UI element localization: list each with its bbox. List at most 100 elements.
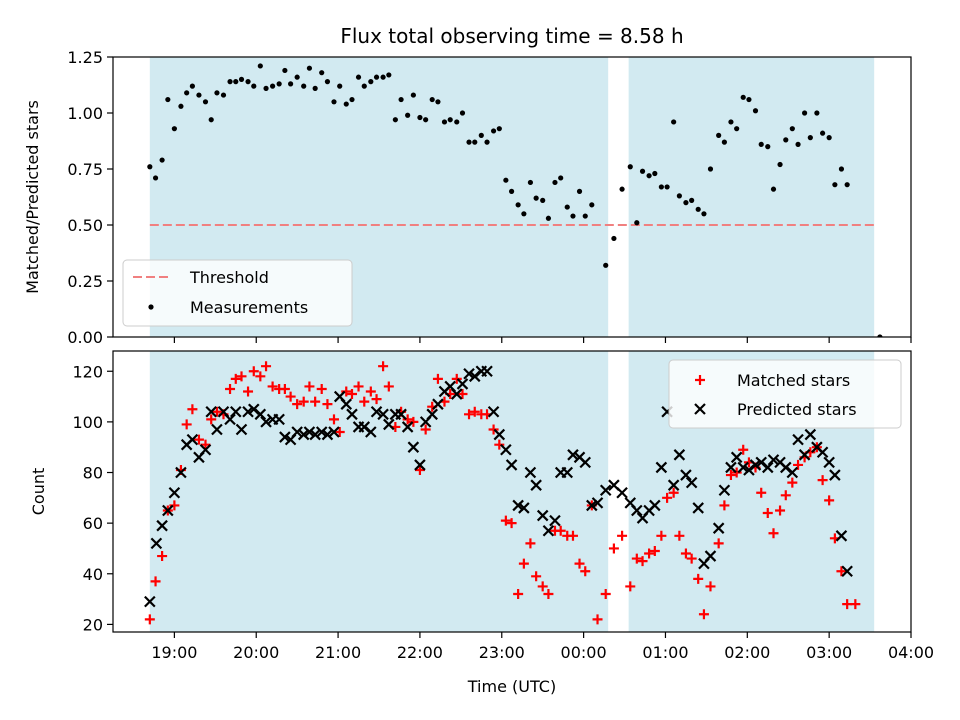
matched-star-point bbox=[451, 373, 462, 384]
matched-star-point bbox=[500, 515, 511, 526]
matched-star-point bbox=[206, 414, 217, 425]
predicted-star-point bbox=[162, 504, 174, 517]
matched-star-point bbox=[680, 548, 691, 559]
matched-star-point bbox=[292, 399, 303, 410]
predicted-star-point bbox=[229, 405, 242, 418]
shaded-interval bbox=[149, 351, 609, 632]
predicted-star-point bbox=[260, 416, 272, 428]
measurement-point bbox=[634, 220, 640, 226]
predicted-star-point bbox=[767, 454, 780, 466]
measurement-point bbox=[783, 137, 789, 143]
matched-star-point bbox=[698, 609, 709, 620]
predicted-star-point bbox=[786, 466, 799, 479]
predicted-star-point bbox=[315, 426, 328, 438]
measurement-point bbox=[435, 99, 441, 105]
matched-star-point bbox=[225, 383, 236, 394]
matched-star-point bbox=[248, 366, 259, 377]
measurement-point bbox=[233, 79, 239, 85]
measurement-point bbox=[627, 164, 633, 170]
matched-star-point bbox=[719, 500, 730, 511]
measurement-point bbox=[288, 81, 294, 87]
measurement-point bbox=[178, 103, 184, 109]
measurement-point bbox=[603, 262, 609, 268]
matched-star-point bbox=[713, 538, 724, 549]
predicted-star-point bbox=[649, 499, 661, 512]
x-tick-label: 21:00 bbox=[315, 643, 361, 662]
measurement-point bbox=[807, 135, 813, 141]
predicted-star-point bbox=[567, 449, 579, 461]
measurement-point bbox=[770, 186, 777, 192]
x-axis-label: Time (UTC) bbox=[467, 677, 556, 696]
measurement-point bbox=[319, 70, 325, 76]
matched-star-point bbox=[298, 396, 309, 407]
predicted-star-point bbox=[631, 504, 643, 517]
predicted-star-point bbox=[718, 484, 731, 497]
predicted-star-point bbox=[542, 524, 555, 537]
matched-star-point bbox=[328, 414, 339, 425]
predicted-star-point bbox=[273, 413, 285, 426]
measurement-point bbox=[386, 72, 392, 78]
predicted-star-point bbox=[829, 469, 841, 481]
measurement-point bbox=[508, 188, 515, 194]
predicted-star-point bbox=[561, 466, 574, 479]
predicted-star-point bbox=[599, 484, 612, 497]
predicted-star-point bbox=[150, 537, 163, 550]
x-tick-label: 23:00 bbox=[479, 643, 525, 662]
measurement-point bbox=[294, 74, 300, 80]
matched-star-point bbox=[346, 389, 357, 400]
measurement-point bbox=[312, 85, 318, 91]
matched-star-point bbox=[230, 373, 241, 384]
y-tick-label: 0.75 bbox=[67, 160, 103, 179]
measurement-point bbox=[820, 130, 826, 136]
matched-star-point bbox=[608, 543, 619, 554]
measurement-point bbox=[214, 90, 220, 96]
legend: Threshold Measurements bbox=[122, 259, 353, 327]
legend-measurement-swatch bbox=[148, 304, 154, 310]
matched-star-point bbox=[365, 386, 376, 397]
measurement-point bbox=[484, 139, 490, 145]
predicted-star-point bbox=[211, 423, 223, 436]
y-tick-label: 80 bbox=[83, 464, 103, 483]
matched-star-point bbox=[518, 558, 529, 569]
measurement-point bbox=[423, 117, 429, 123]
matched-star-point bbox=[432, 373, 443, 384]
y-tick-label: 0.50 bbox=[67, 216, 103, 235]
predicted-star-point bbox=[591, 497, 604, 509]
matched-star-point bbox=[824, 495, 835, 506]
matched-star-point bbox=[693, 573, 704, 584]
predicted-star-point bbox=[463, 368, 475, 380]
predicted-star-point bbox=[749, 459, 762, 471]
predicted-star-point bbox=[680, 469, 692, 481]
measurement-point bbox=[721, 139, 727, 145]
measurement-point bbox=[478, 132, 484, 138]
measurement-point bbox=[533, 195, 539, 201]
matched-star-point bbox=[169, 500, 180, 511]
matched-star-point bbox=[668, 487, 679, 498]
measurement-point bbox=[184, 90, 190, 96]
measurement-point bbox=[695, 206, 701, 212]
matched-star-point bbox=[656, 530, 667, 541]
measurement-point bbox=[765, 144, 771, 150]
measurement-point bbox=[838, 166, 845, 172]
predicted-star-point bbox=[279, 431, 291, 443]
matched-star-point bbox=[600, 589, 611, 600]
measurement-point bbox=[877, 334, 883, 337]
predicted-star-point bbox=[414, 459, 426, 471]
measurement-point bbox=[459, 110, 466, 116]
measurement-point bbox=[368, 79, 374, 85]
matched-star-point bbox=[304, 381, 315, 392]
measurement-point bbox=[337, 83, 343, 89]
matched-star-point bbox=[193, 434, 204, 445]
measurement-point bbox=[447, 117, 453, 123]
axes-frame bbox=[112, 56, 912, 338]
matched-star-point bbox=[255, 371, 266, 382]
measurement-point bbox=[245, 79, 251, 85]
measurement-point bbox=[576, 188, 583, 194]
matched-star-point bbox=[574, 558, 585, 569]
measurement-point bbox=[472, 139, 478, 145]
matched-star-point bbox=[817, 475, 828, 486]
measurement-point bbox=[826, 135, 832, 141]
y-tick-label: 0.00 bbox=[67, 328, 103, 347]
measurement-point bbox=[814, 110, 820, 116]
